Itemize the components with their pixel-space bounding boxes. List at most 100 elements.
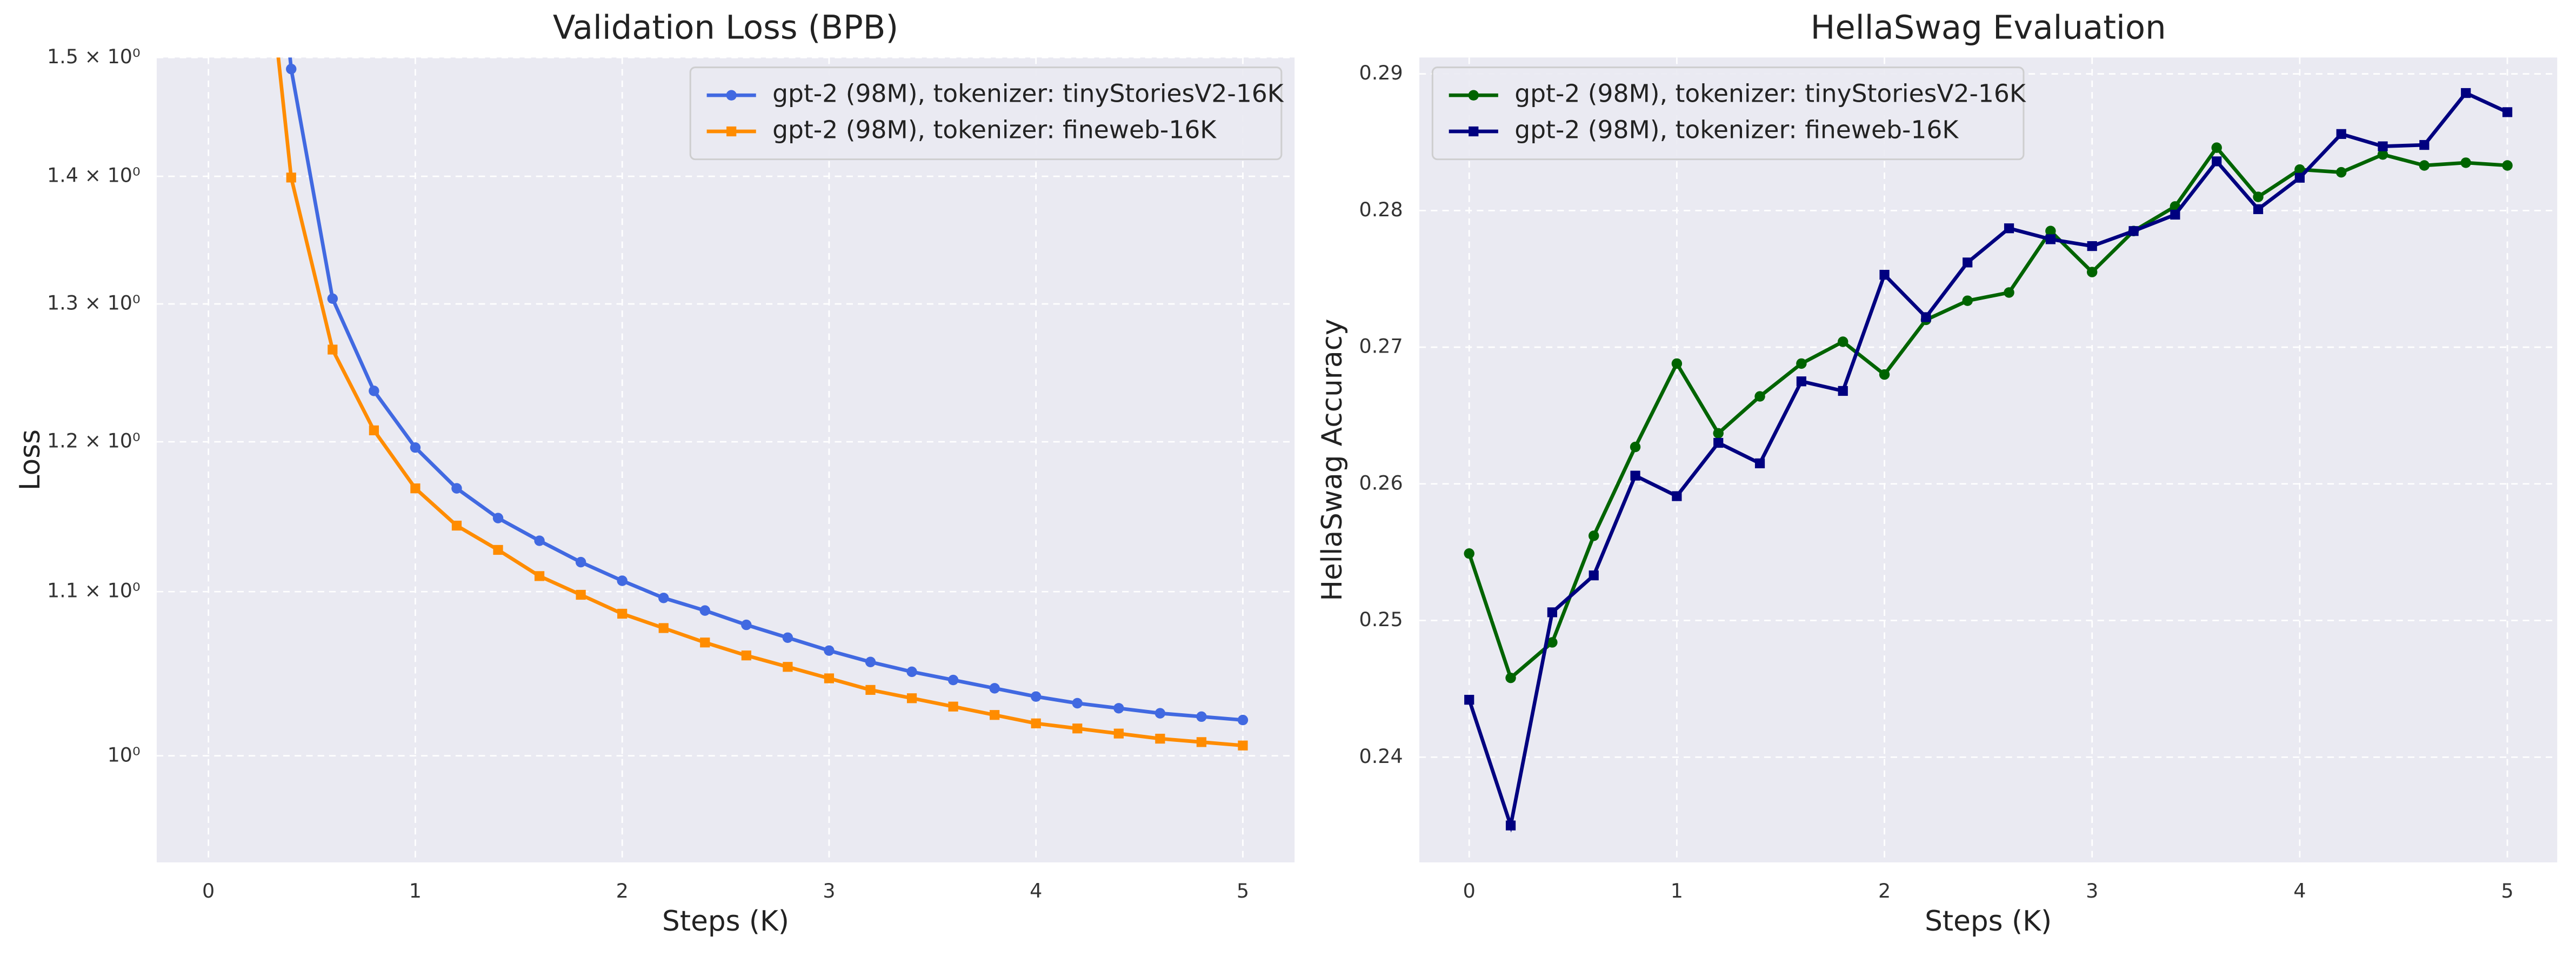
marker (1837, 336, 1848, 347)
marker (1879, 270, 1890, 280)
marker (1589, 570, 1599, 581)
marker (410, 442, 421, 453)
x-tick-label: 1 (409, 879, 422, 902)
marker (1547, 607, 1557, 618)
marker (2170, 209, 2180, 220)
x-axis-label: Steps (K) (662, 905, 789, 938)
marker (2253, 191, 2264, 202)
plot-area (156, 57, 1295, 862)
marker (286, 63, 297, 75)
marker (1072, 698, 1083, 709)
plot-area (1419, 57, 2558, 862)
marker (1072, 723, 1083, 734)
marker (493, 545, 503, 555)
marker (2004, 223, 2014, 234)
marker (1671, 358, 1683, 369)
marker (947, 674, 959, 686)
x-tick-label: 4 (2293, 879, 2306, 902)
marker (328, 344, 338, 355)
marker (1547, 637, 1558, 648)
marker (2335, 167, 2347, 178)
marker (2045, 234, 2056, 244)
marker (2502, 160, 2513, 171)
y-tick-label: 0.27 (1359, 335, 1403, 358)
marker (369, 386, 379, 396)
marker (783, 662, 793, 672)
marker (2087, 241, 2097, 251)
marker (1030, 691, 1042, 702)
legend-box (689, 67, 1283, 161)
marker (369, 425, 379, 436)
marker (1588, 530, 1599, 541)
marker (1630, 470, 1640, 481)
marker (990, 710, 1000, 720)
marker (1796, 358, 1807, 369)
marker (617, 575, 628, 586)
marker (658, 623, 669, 633)
legend-label: gpt-2 (98M), tokenizer: fineweb-16K (772, 116, 1217, 144)
marker (2419, 140, 2430, 150)
legend-label: gpt-2 (98M), tokenizer: fineweb-16K (1514, 116, 1959, 144)
x-tick-label: 0 (202, 879, 215, 902)
marker (824, 645, 835, 656)
marker (617, 608, 628, 619)
marker (1713, 437, 1724, 448)
y-tick-label: 1.4 × 10⁰ (47, 164, 141, 187)
legend-marker (1468, 90, 1479, 101)
marker (2502, 107, 2513, 117)
marker (1838, 386, 1848, 396)
marker (1962, 295, 1973, 306)
y-tick-label: 1.2 × 10⁰ (47, 429, 141, 453)
marker (1672, 491, 1682, 501)
marker (948, 701, 958, 712)
marker (782, 632, 793, 643)
chart-title: HellaSwag Evaluation (1811, 9, 2166, 47)
marker (1196, 711, 1207, 722)
x-tick-label: 2 (616, 879, 629, 902)
marker (1464, 694, 1474, 705)
marker (576, 589, 586, 600)
marker (1031, 718, 1041, 728)
series-line (276, 57, 1243, 748)
marker (906, 666, 917, 678)
marker (1237, 714, 1249, 726)
marker (1505, 820, 1516, 831)
x-tick-label: 5 (2501, 879, 2513, 902)
chart-title: Validation Loss (BPB) (553, 9, 898, 47)
y-tick-label: 1.5 × 10⁰ (47, 45, 141, 68)
marker (2378, 141, 2388, 151)
marker (865, 685, 876, 695)
marker (1963, 257, 1973, 268)
plot-series (1464, 88, 2513, 833)
marker (1154, 708, 1166, 719)
marker (699, 605, 710, 616)
y-axis-label: HellaSwag Accuracy (1316, 318, 1349, 601)
marker (1238, 740, 1248, 751)
marker (1796, 376, 1806, 387)
marker (286, 172, 296, 183)
plot-series (276, 57, 1249, 751)
x-tick-label: 1 (1671, 879, 1683, 902)
marker (906, 693, 917, 703)
marker (1713, 428, 1724, 439)
marker (534, 535, 545, 546)
marker (1113, 728, 1124, 739)
series-line (288, 57, 1243, 722)
marker (2004, 287, 2014, 298)
marker (534, 571, 545, 581)
marker (451, 483, 462, 494)
x-tick-label: 3 (823, 879, 835, 902)
legend-marker (726, 126, 737, 137)
marker (2253, 204, 2264, 214)
legend-box (1431, 67, 2025, 161)
y-axis-label: Loss (14, 429, 46, 490)
marker (1754, 391, 1765, 402)
x-tick-label: 2 (1878, 879, 1891, 902)
y-tick-label: 0.28 (1359, 198, 1403, 221)
marker (2294, 172, 2305, 183)
y-tick-label: 10⁰ (108, 743, 141, 766)
x-tick-label: 4 (1030, 879, 1042, 902)
marker (1464, 548, 1474, 559)
legend-marker (1469, 126, 1479, 137)
marker (2377, 149, 2388, 160)
